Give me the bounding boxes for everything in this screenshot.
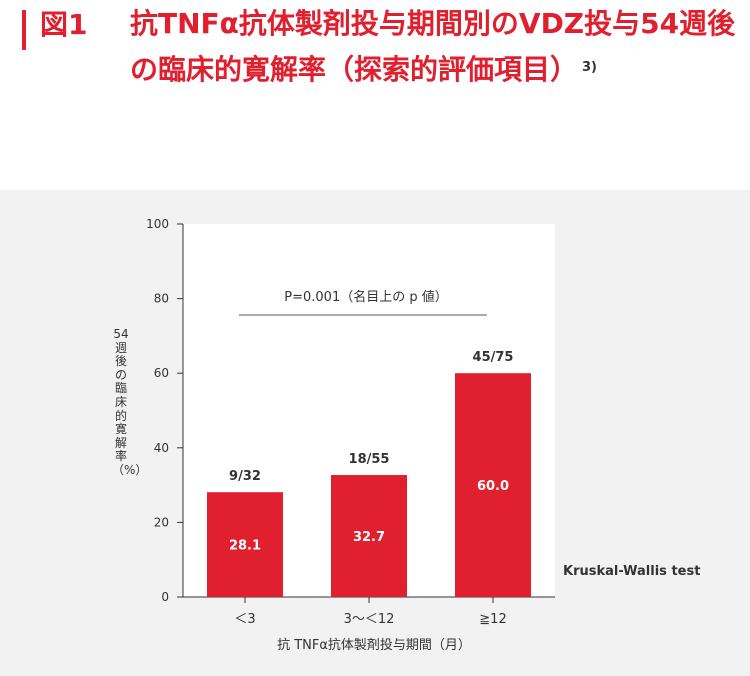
y-axis-label: 54週後の臨床的寛解率（%） — [112, 327, 148, 477]
bar-count-label: 18/55 — [349, 452, 390, 467]
bar — [455, 373, 531, 597]
figure-title-text: 抗TNFα抗体製剤投与期間別のVDZ投与54週後の臨床的寛解率（探索的評価項目） — [130, 7, 736, 86]
bar-count-label: 9/32 — [229, 469, 261, 484]
figure-title: 抗TNFα抗体製剤投与期間別のVDZ投与54週後の臨床的寛解率（探索的評価項目）… — [130, 2, 740, 92]
bar-value-label: 32.7 — [353, 530, 385, 545]
y-tick-label: 100 — [146, 217, 169, 231]
p-value-annotation: P=0.001（名目上の p 値） — [284, 289, 447, 305]
bar-value-label: 28.1 — [229, 539, 261, 554]
y-tick-label: 80 — [154, 292, 169, 306]
figure-number: 図1 — [40, 8, 88, 41]
title-accent-bar — [22, 10, 26, 50]
x-tick-label: ＜3 — [234, 612, 255, 627]
bar-value-label: 60.0 — [477, 479, 509, 494]
statistical-test-note: Kruskal-Wallis test — [563, 564, 700, 579]
y-tick-label: 60 — [154, 366, 169, 380]
reference-mark: 3) — [582, 60, 598, 75]
x-tick-label: ≧12 — [479, 612, 506, 627]
y-tick-label: 0 — [161, 590, 169, 604]
bar — [331, 475, 407, 597]
x-axis-label: 抗 TNFα抗体製剤投与期間（月） — [277, 637, 471, 653]
y-tick-label: 40 — [154, 441, 169, 455]
bar-count-label: 45/75 — [473, 350, 514, 365]
x-tick-label: 3～＜12 — [344, 612, 395, 627]
y-tick-label: 20 — [154, 515, 169, 529]
bar — [207, 492, 283, 597]
